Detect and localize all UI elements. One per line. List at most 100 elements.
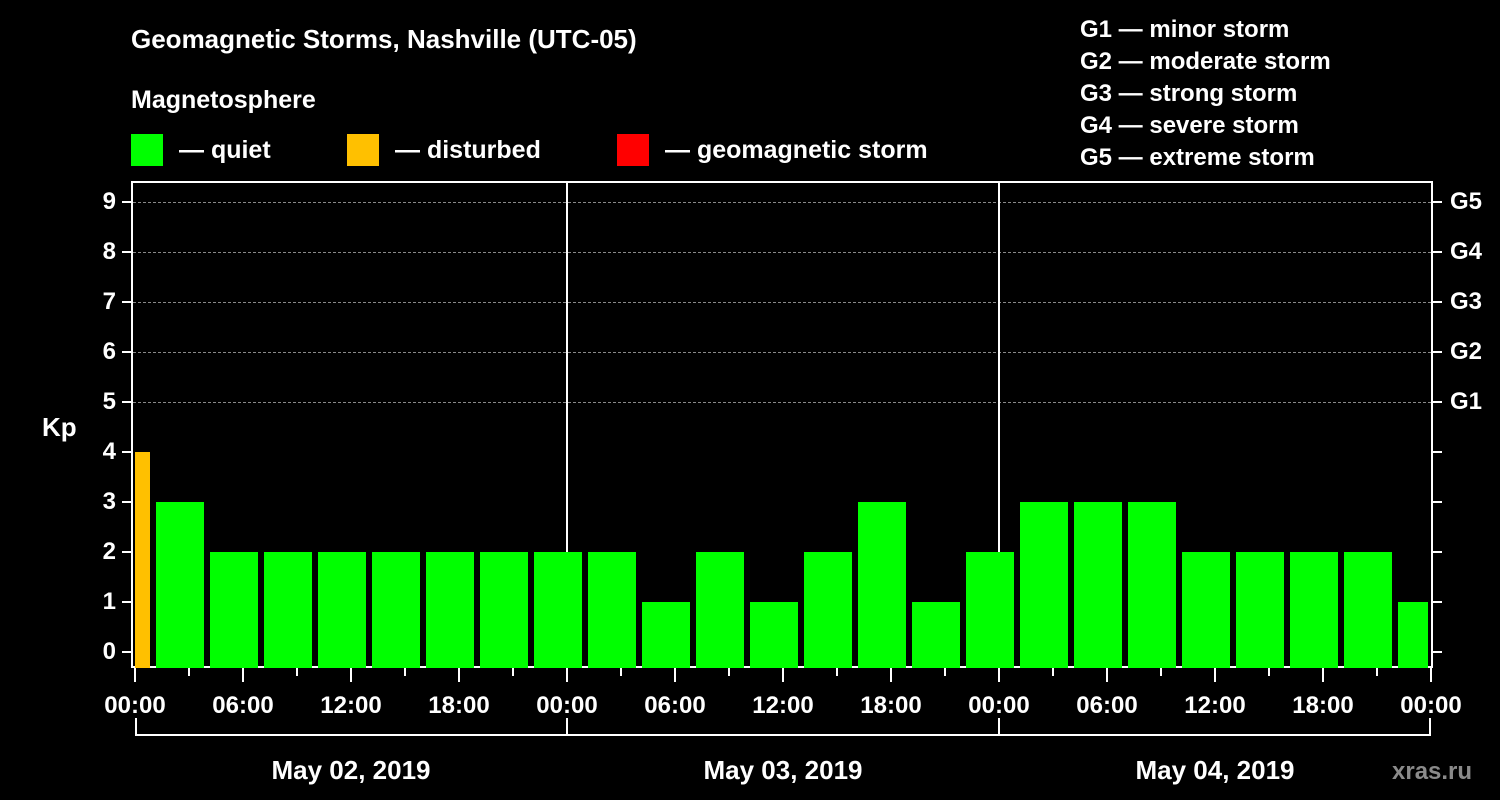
kp-bar (135, 452, 150, 668)
x-tick (836, 668, 838, 676)
y-tick-label: 6 (102, 338, 116, 365)
x-tick-label: 00:00 (536, 692, 598, 719)
g-scale-item: G2 — moderate storm (1080, 48, 1331, 75)
kp-bar (588, 552, 636, 668)
date-label-3: May 04, 2019 (1135, 755, 1295, 785)
g-scale-item: G4 — severe storm (1080, 112, 1299, 139)
y-tick (122, 301, 131, 303)
y-tick (122, 251, 131, 253)
kp-bar (480, 552, 528, 668)
right-tick (1433, 201, 1442, 203)
chart-title: Geomagnetic Storms, Nashville (UTC-05) (131, 24, 637, 54)
y-tick-label: 8 (102, 238, 116, 265)
right-tick (1433, 601, 1442, 603)
kp-bar (1128, 502, 1176, 668)
x-tick-label: 12:00 (320, 692, 382, 719)
legend-swatch-storm (617, 134, 649, 166)
date-label-1: May 02, 2019 (271, 755, 431, 785)
kp-bar (858, 502, 906, 668)
g-scale-item: G3 — strong storm (1080, 80, 1298, 107)
g-scale-legend: G1 — minor storm G2 — moderate storm G3 … (1080, 14, 1331, 174)
x-tick-label: 00:00 (1400, 692, 1462, 719)
kp-bar (966, 552, 1014, 668)
y-tick-label: 1 (102, 588, 116, 615)
day-separator (566, 182, 568, 668)
right-tick (1433, 551, 1442, 553)
gridline-9 (133, 202, 1431, 203)
y-tick-label: 7 (102, 288, 116, 315)
legend-swatch-disturbed (347, 134, 379, 166)
x-tick (1322, 668, 1324, 682)
x-tick-label: 06:00 (1076, 692, 1138, 719)
right-tick (1433, 301, 1442, 303)
x-tick (1052, 668, 1054, 676)
y-tick (122, 651, 131, 653)
right-tick (1433, 451, 1442, 453)
kp-bar (642, 602, 690, 668)
g-level-label: G5 (1450, 188, 1483, 215)
x-tick-label: 06:00 (212, 692, 274, 719)
x-tick (404, 668, 406, 676)
legend-label-disturbed: — disturbed (395, 135, 541, 164)
x-tick-label: 00:00 (968, 692, 1030, 719)
gridline-6 (133, 352, 1431, 353)
x-tick (620, 668, 622, 676)
kp-bar (1290, 552, 1338, 668)
y-axis-label: Kp (42, 412, 77, 442)
g-level-label: G1 (1450, 388, 1483, 415)
x-tick (944, 668, 946, 676)
kp-bar (804, 552, 852, 668)
y-tick (122, 601, 131, 603)
g-level-label: G3 (1450, 288, 1483, 315)
legend-disturbed: — disturbed (347, 134, 541, 166)
x-tick (188, 668, 190, 676)
kp-bar (264, 552, 312, 668)
kp-bar (1236, 552, 1284, 668)
x-tick-label: 18:00 (428, 692, 490, 719)
right-tick (1433, 251, 1442, 253)
date-bracket-tick (998, 718, 1000, 736)
kp-bar (534, 552, 582, 668)
y-tick-label: 3 (102, 488, 116, 515)
g-level-label: G4 (1450, 238, 1483, 265)
x-tick (1376, 668, 1378, 676)
y-tick (122, 401, 131, 403)
legend-label-storm: — geomagnetic storm (665, 135, 928, 164)
x-tick (1106, 668, 1108, 682)
x-tick (998, 668, 1000, 682)
x-tick-label: 06:00 (644, 692, 706, 719)
gridline-7 (133, 302, 1431, 303)
kp-bar (156, 502, 204, 668)
gridline-5 (133, 402, 1431, 403)
kp-bar (1344, 552, 1392, 668)
y-tick (122, 501, 131, 503)
x-tick (566, 668, 568, 682)
kp-bar (1398, 602, 1428, 668)
kp-bar (750, 602, 798, 668)
y-tick (122, 351, 131, 353)
chart-subtitle: Magnetosphere (131, 86, 316, 114)
right-tick (1433, 401, 1442, 403)
kp-bar (372, 552, 420, 668)
g-scale-item: G1 — minor storm (1080, 16, 1290, 43)
x-tick (1214, 668, 1216, 682)
x-tick-label: 00:00 (104, 692, 166, 719)
x-tick (1160, 668, 1162, 676)
kp-bar (912, 602, 960, 668)
date-bracket (135, 734, 1431, 736)
kp-bar (1074, 502, 1122, 668)
right-tick (1433, 351, 1442, 353)
x-tick (1430, 668, 1432, 682)
x-tick (296, 668, 298, 676)
x-tick (512, 668, 514, 676)
x-tick-label: 12:00 (752, 692, 814, 719)
x-tick (890, 668, 892, 682)
day-separator (998, 182, 1000, 668)
date-bracket-tick (1429, 718, 1431, 736)
y-tick (122, 551, 131, 553)
y-tick-label: 4 (102, 438, 116, 465)
x-tick (134, 668, 136, 682)
x-tick-label: 18:00 (1292, 692, 1354, 719)
x-tick (458, 668, 460, 682)
g-scale-item: G5 — extreme storm (1080, 144, 1315, 171)
